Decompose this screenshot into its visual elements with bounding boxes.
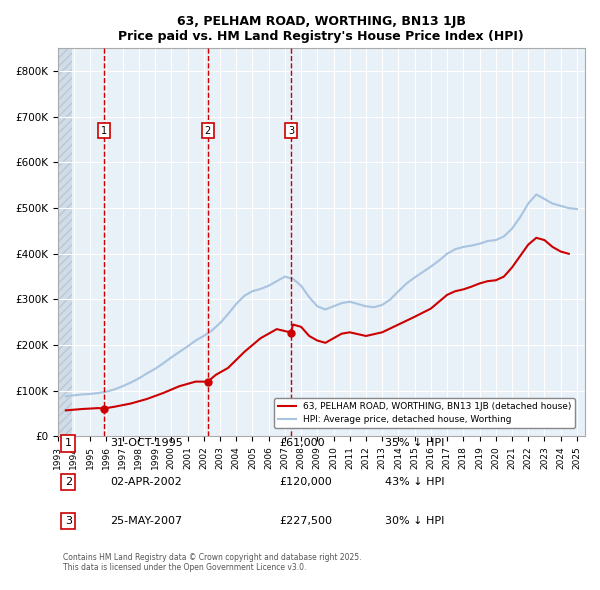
Title: 63, PELHAM ROAD, WORTHING, BN13 1JB
Price paid vs. HM Land Registry's House Pric: 63, PELHAM ROAD, WORTHING, BN13 1JB Pric… xyxy=(118,15,524,43)
Text: 1: 1 xyxy=(101,126,107,136)
Text: £61,000: £61,000 xyxy=(279,438,325,448)
Text: Contains HM Land Registry data © Crown copyright and database right 2025.
This d: Contains HM Land Registry data © Crown c… xyxy=(63,553,361,572)
Text: 2: 2 xyxy=(205,126,211,136)
Text: 02-APR-2002: 02-APR-2002 xyxy=(110,477,182,487)
Bar xyxy=(58,48,73,437)
Text: £227,500: £227,500 xyxy=(279,516,332,526)
Text: 30% ↓ HPI: 30% ↓ HPI xyxy=(385,516,444,526)
Text: 3: 3 xyxy=(288,126,294,136)
Text: £120,000: £120,000 xyxy=(279,477,332,487)
Text: 25-MAY-2007: 25-MAY-2007 xyxy=(110,516,182,526)
Text: 1: 1 xyxy=(65,438,72,448)
Legend: 63, PELHAM ROAD, WORTHING, BN13 1JB (detached house), HPI: Average price, detach: 63, PELHAM ROAD, WORTHING, BN13 1JB (det… xyxy=(274,398,575,428)
Text: 43% ↓ HPI: 43% ↓ HPI xyxy=(385,477,444,487)
Text: 35% ↓ HPI: 35% ↓ HPI xyxy=(385,438,444,448)
Text: 3: 3 xyxy=(65,516,72,526)
Bar xyxy=(58,48,73,437)
Text: 2: 2 xyxy=(65,477,72,487)
Text: 31-OCT-1995: 31-OCT-1995 xyxy=(110,438,183,448)
